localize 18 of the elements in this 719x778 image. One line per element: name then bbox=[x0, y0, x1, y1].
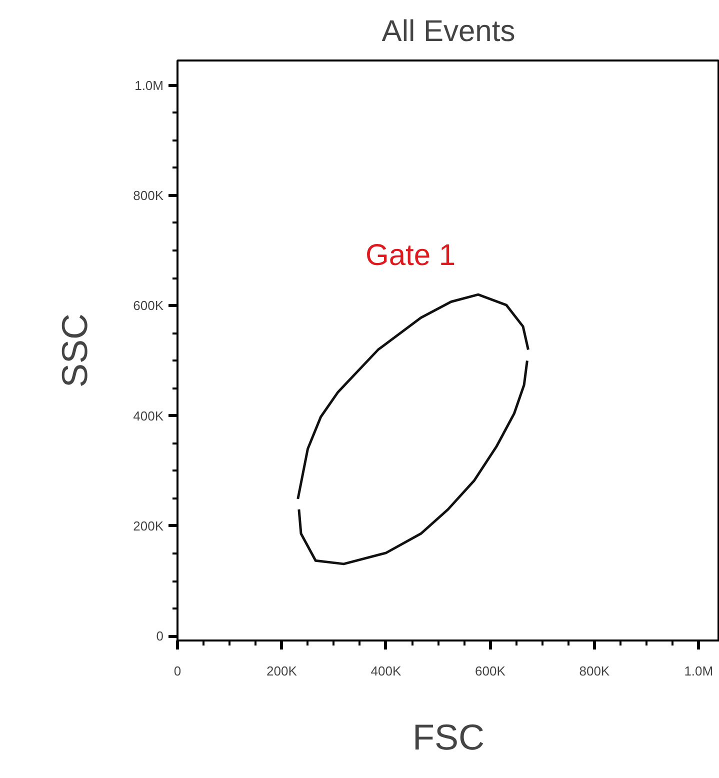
x-axis-title: FSC bbox=[412, 716, 484, 758]
x-tick-label: 800K bbox=[579, 664, 610, 678]
x-tick-label: 1.0M bbox=[684, 664, 714, 678]
line-series bbox=[296, 293, 530, 500]
y-tick-label: 200K bbox=[133, 518, 164, 534]
y-tick-label: 1.0M bbox=[134, 78, 164, 93]
x-tick-label: 600K bbox=[475, 664, 506, 678]
y-tick-label: 0 bbox=[156, 628, 164, 644]
chart-title: All Events bbox=[382, 15, 516, 48]
y-tick-label: 600K bbox=[133, 298, 164, 314]
y-tick-label: 800K bbox=[133, 188, 164, 203]
x-tick-label: 0 bbox=[174, 664, 182, 678]
y-axis-title: SSC bbox=[54, 313, 96, 388]
annotation: Gate 1 bbox=[366, 239, 456, 272]
x-tick-label: 400K bbox=[370, 664, 402, 678]
y-tick-label: 400K bbox=[133, 408, 164, 424]
line-series bbox=[298, 359, 528, 566]
x-tick-label: 200K bbox=[266, 664, 298, 678]
